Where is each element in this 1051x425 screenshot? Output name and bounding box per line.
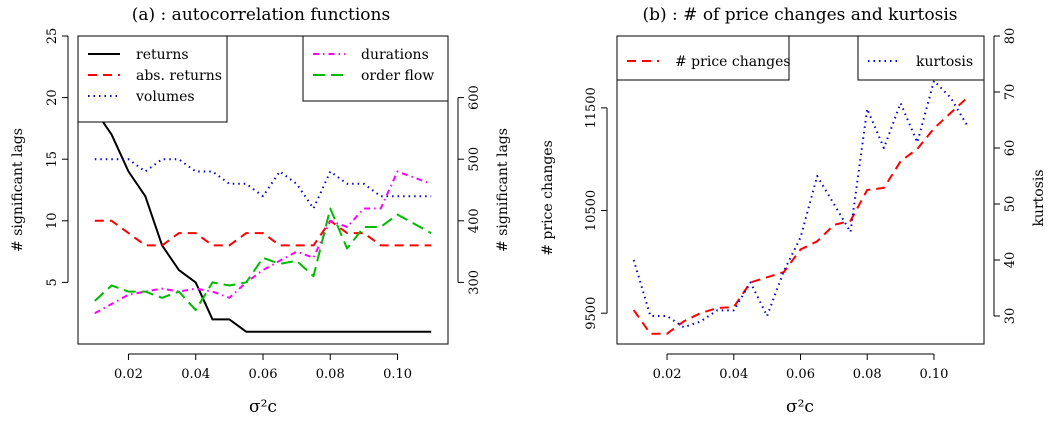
chart-title: (b) : # of price changes and kurtosis <box>642 5 957 25</box>
series-kurtosis <box>632 79 969 329</box>
x-tick-label: 0.04 <box>719 367 748 382</box>
y-tick-label-right: 300 <box>467 270 482 295</box>
y-tick-label-right: 400 <box>467 208 482 233</box>
plot-frame <box>616 35 985 345</box>
legend-right-entries: durations order flow <box>313 47 434 84</box>
legend-right <box>302 35 449 102</box>
x-tick-label: 0.04 <box>181 367 210 382</box>
series-abs-returns <box>94 219 432 247</box>
series-price-changes <box>632 96 968 335</box>
legend-label-returns: returns <box>136 47 189 63</box>
y-axis-right: 300 400 500 600 <box>457 85 482 295</box>
y-tick-label: 15 <box>45 151 60 168</box>
series-lines <box>632 79 969 335</box>
legend-label-order-flow: order flow <box>361 68 434 84</box>
x-tick-label: 0.08 <box>853 367 882 382</box>
y-tick-label: 9500 <box>584 297 599 330</box>
legend-label-price-changes: # price changes <box>675 54 791 70</box>
y-tick-label: 11500 <box>584 87 599 128</box>
x-axis: 0.02 0.04 0.06 0.08 0.10 <box>114 353 412 382</box>
legend-left <box>616 35 790 81</box>
x-axis-label: σ²c <box>786 397 814 417</box>
legend-label-volumes: volumes <box>135 89 195 105</box>
y-tick-label-right: 40 <box>1003 252 1018 269</box>
x-tick-label: 0.10 <box>919 367 948 382</box>
series-durations <box>94 170 432 315</box>
legend-left-entries: # price changes <box>627 54 791 70</box>
y-tick-label-right: 60 <box>1003 140 1018 157</box>
y-tick-label: 5 <box>45 278 60 286</box>
y-axis-label: # price changes <box>540 140 556 256</box>
x-tick-label: 0.06 <box>786 367 815 382</box>
legend-left-entries: returns abs. returns volumes <box>88 47 222 105</box>
chart-title: (a) : autocorrelation functions <box>132 5 390 25</box>
y-tick-label-right: 50 <box>1003 196 1018 213</box>
x-tick-label: 0.02 <box>114 367 143 382</box>
x-axis-label: σ²c <box>249 397 277 417</box>
legend-label-durations: durations <box>361 47 429 63</box>
panel-price-changes: (b) : # of price changes and kurtosis 0.… <box>540 5 1047 417</box>
x-tick-label: 0.02 <box>653 367 682 382</box>
x-tick-label: 0.08 <box>316 367 345 382</box>
y-tick-label-right: 30 <box>1003 308 1018 325</box>
y-axis-left: 5 10 15 20 25 <box>45 28 69 287</box>
y-axis-label-right: # significant lags <box>495 128 511 252</box>
y-tick-label-right: 500 <box>467 147 482 172</box>
plot-frame <box>77 35 449 345</box>
legend-right-entries: kurtosis <box>868 54 973 70</box>
panel-autocorrelation: (a) : autocorrelation functions 0.02 0.04… <box>10 5 511 417</box>
y-tick-label-right: 70 <box>1003 84 1018 101</box>
y-tick-label: 25 <box>45 28 60 45</box>
y-axis-left: 9500 10500 11500 <box>584 87 608 330</box>
series-returns <box>93 109 432 333</box>
legend-left <box>77 35 228 123</box>
x-tick-label: 0.10 <box>383 367 412 382</box>
y-axis-right: 30 40 50 60 70 80 <box>993 28 1018 325</box>
y-axis-label: # significant lags <box>10 128 26 252</box>
legend-label-kurtosis: kurtosis <box>916 54 973 70</box>
y-tick-label: 20 <box>45 89 60 106</box>
x-tick-label: 0.06 <box>249 367 278 382</box>
y-tick-label: 10 <box>45 213 60 230</box>
legend-label-abs-returns: abs. returns <box>136 68 222 84</box>
legend-right <box>857 35 985 81</box>
x-axis: 0.02 0.04 0.06 0.08 0.10 <box>653 353 948 382</box>
series-lines <box>93 109 432 333</box>
series-order-flow <box>94 207 432 312</box>
y-tick-label: 10500 <box>584 190 599 231</box>
series-volumes <box>94 158 432 210</box>
y-tick-label-right: 80 <box>1003 28 1018 45</box>
y-tick-label-right: 600 <box>467 85 482 110</box>
y-axis-label-right: kurtosis <box>1031 169 1047 226</box>
